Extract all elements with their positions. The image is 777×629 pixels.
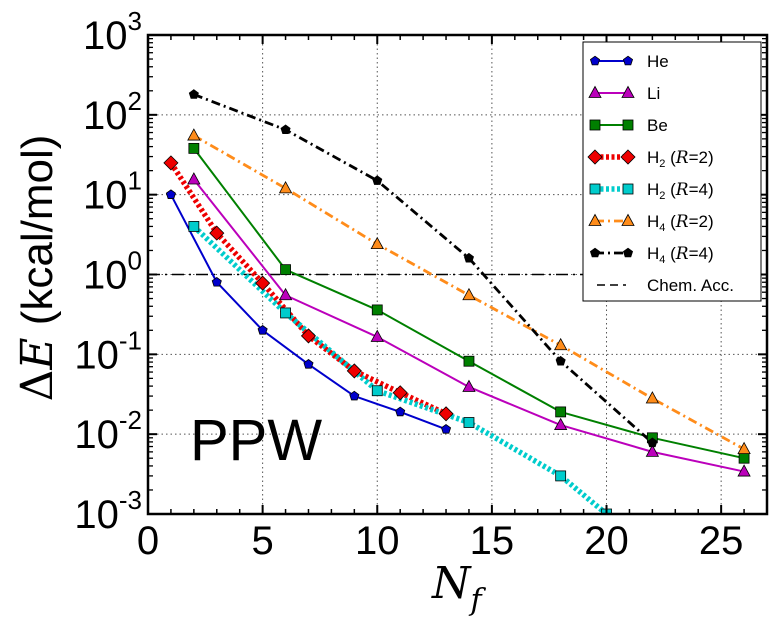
data-point-marker — [280, 307, 291, 319]
data-point-marker — [553, 417, 568, 430]
series-markers — [163, 89, 751, 514]
legend-label: H2 (R=4) — [647, 180, 714, 202]
data-point-marker — [372, 175, 383, 185]
data-point-marker — [188, 142, 200, 154]
data-point-marker — [370, 329, 384, 342]
legend-label: Li — [647, 84, 660, 103]
legend-label: H4 (R=4) — [647, 244, 714, 266]
data-point-marker — [280, 264, 291, 276]
legend-marker — [622, 183, 634, 195]
data-point-marker — [211, 276, 222, 287]
x-axis-label: Nf — [431, 558, 487, 618]
legend-marker — [621, 85, 635, 98]
legend-marker — [620, 149, 636, 165]
data-point-marker — [280, 124, 291, 135]
series-line — [191, 224, 609, 514]
legend-marker — [588, 85, 602, 98]
data-point-marker — [300, 328, 317, 344]
data-point-marker — [303, 359, 314, 369]
data-point-marker — [346, 363, 362, 379]
series-line — [193, 93, 654, 444]
data-point-marker — [349, 390, 360, 401]
data-point-marker — [463, 252, 474, 263]
y-tick-label: 10-2 — [74, 405, 142, 457]
legend-marker — [589, 247, 601, 258]
plot-frame — [146, 33, 769, 516]
data-point-marker — [395, 406, 406, 417]
x-tick-label: 0 — [137, 519, 159, 563]
legend-label: He — [647, 52, 669, 71]
data-point-marker — [188, 221, 200, 232]
data-point-marker — [371, 385, 383, 397]
data-point-marker — [737, 464, 751, 477]
data-point-marker — [645, 391, 660, 404]
legend-marker — [589, 183, 601, 195]
y-tick-label: 10-3 — [74, 485, 142, 537]
data-point-marker — [553, 337, 568, 351]
data-point-marker — [188, 89, 199, 99]
data-point-marker — [738, 452, 750, 464]
legend: He Li Be H2 (R=2) H2 (R=4) H4 (R=2) H4 (R=4) Ch… — [582, 41, 762, 302]
legend-marker — [589, 55, 601, 66]
data-point-marker — [645, 444, 660, 457]
y-tick-label: 101 — [83, 166, 142, 218]
x-tick-label: 10 — [355, 519, 400, 563]
legend-label: Chem. Acc. — [647, 276, 734, 295]
panel-label: PPW — [190, 408, 322, 473]
data-point-marker — [257, 325, 268, 335]
data-point-marker — [209, 225, 225, 241]
legend-label: Be — [647, 116, 668, 135]
data-point-marker — [737, 441, 751, 455]
y-axis-label: ΔE (kcal/mol) — [12, 135, 63, 402]
data-point-marker — [555, 355, 566, 366]
legend-marker — [589, 119, 601, 131]
data-point-marker — [441, 424, 452, 434]
data-point-marker — [463, 355, 475, 367]
legend-marker — [587, 149, 603, 165]
x-tick-label: 25 — [699, 519, 744, 563]
data-point-marker — [187, 172, 201, 185]
data-point-marker — [392, 385, 408, 401]
data-point-marker — [165, 189, 176, 199]
data-point-marker — [555, 406, 567, 418]
data-point-marker — [555, 470, 567, 482]
data-point-marker — [278, 287, 293, 301]
data-point-marker — [647, 437, 658, 448]
data-point-marker — [278, 181, 293, 194]
data-point-marker — [370, 236, 384, 250]
data-point-marker — [163, 155, 179, 171]
legend-marker — [622, 247, 634, 258]
x-tick-label: 15 — [470, 519, 515, 563]
x-tick-label: 20 — [584, 519, 629, 563]
legend-marker — [621, 213, 635, 226]
y-tick-labels: 10-3 10-2 10-1 100 101 102 103 — [74, 6, 142, 537]
legend-marker — [622, 55, 634, 66]
y-tick-label: 103 — [83, 6, 142, 58]
y-tick-label: 100 — [83, 246, 142, 298]
data-point-marker — [462, 379, 476, 392]
data-point-marker — [463, 417, 475, 428]
data-point-marker — [462, 287, 476, 301]
y-tick-label: 10-1 — [74, 325, 142, 377]
data-point-marker — [187, 128, 201, 141]
y-tick-label: 102 — [83, 86, 142, 138]
data-point-marker — [371, 304, 383, 316]
legend-label: H4 (R=2) — [647, 212, 714, 234]
x-tick-label: 5 — [252, 519, 274, 563]
legend-box — [582, 41, 762, 302]
data-point-marker — [438, 406, 454, 422]
legend-label: H2 (R=2) — [647, 148, 714, 170]
legend-marker — [622, 119, 634, 131]
x-tick-labels: 0 5 10 15 20 25 — [137, 519, 744, 563]
legend-marker — [588, 213, 602, 226]
data-point-marker — [255, 275, 271, 291]
